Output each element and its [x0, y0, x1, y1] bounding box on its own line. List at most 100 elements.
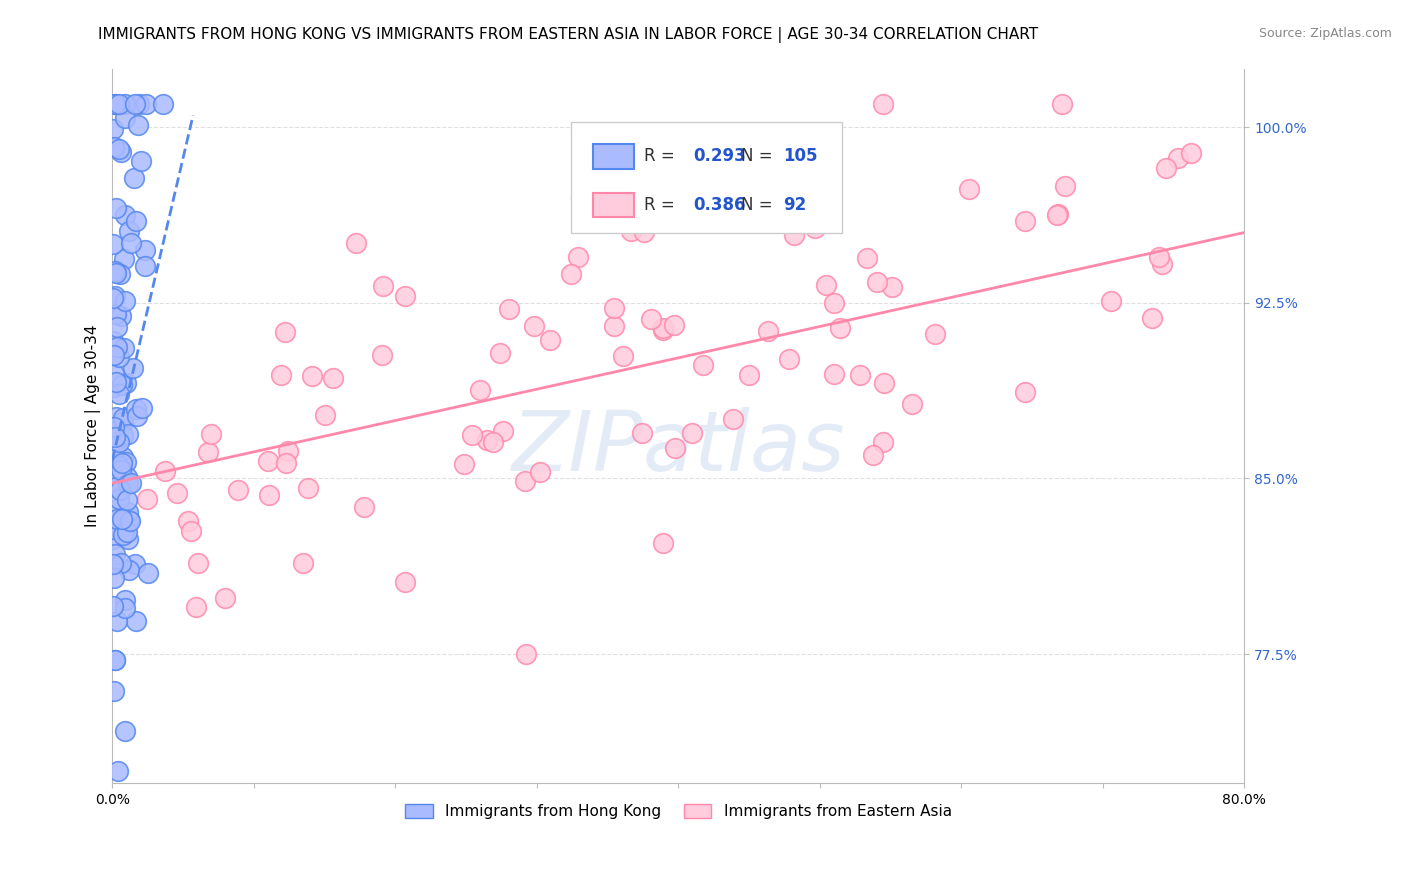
Point: [371, 279, 394, 293]
Point: [110, 557, 132, 571]
Point: [738, 368, 761, 383]
Point: [322, 371, 344, 385]
Point: [515, 647, 537, 661]
FancyBboxPatch shape: [593, 145, 634, 169]
Point: [633, 226, 655, 240]
Point: [873, 376, 896, 390]
Point: [111, 528, 134, 542]
Point: [256, 454, 278, 468]
Point: [111, 456, 134, 470]
Point: [103, 368, 125, 382]
Point: [538, 333, 561, 347]
Point: [103, 653, 125, 667]
Point: [1180, 146, 1202, 161]
Point: [274, 325, 297, 339]
Point: [108, 491, 131, 506]
Point: [270, 368, 292, 383]
Text: N =: N =: [741, 196, 778, 214]
Point: [117, 532, 139, 546]
Point: [108, 351, 131, 365]
Point: [104, 430, 127, 444]
Point: [114, 111, 136, 125]
Point: [136, 566, 159, 580]
Point: [111, 410, 134, 425]
Point: [1014, 214, 1036, 228]
Point: [114, 593, 136, 607]
Point: [803, 220, 825, 235]
Point: [197, 445, 219, 459]
Point: [101, 532, 124, 546]
Point: [849, 368, 872, 382]
Point: [214, 591, 236, 606]
Point: [125, 409, 148, 424]
Point: [108, 483, 131, 498]
Point: [103, 424, 125, 438]
Point: [110, 145, 132, 159]
Point: [603, 301, 626, 316]
Point: [292, 556, 315, 570]
Point: [371, 348, 394, 362]
Point: [104, 307, 127, 321]
Text: Source: ZipAtlas.com: Source: ZipAtlas.com: [1258, 27, 1392, 40]
Point: [112, 341, 135, 355]
Point: [131, 401, 153, 416]
Point: [111, 429, 134, 443]
Point: [104, 96, 127, 111]
Point: [103, 140, 125, 154]
Point: [124, 614, 146, 628]
Point: [108, 479, 131, 493]
Point: [523, 319, 546, 334]
Point: [453, 457, 475, 471]
Point: [1147, 250, 1170, 264]
Point: [122, 170, 145, 185]
Point: [823, 367, 845, 381]
Point: [1152, 257, 1174, 271]
Point: [108, 268, 131, 282]
Point: [104, 289, 127, 303]
Point: [567, 250, 589, 264]
Point: [1046, 206, 1069, 220]
Point: [107, 459, 129, 474]
Point: [1052, 96, 1074, 111]
Point: [681, 425, 703, 440]
Point: [115, 455, 138, 469]
Point: [957, 181, 980, 195]
Point: [105, 201, 128, 215]
Point: [114, 601, 136, 615]
Point: [105, 474, 128, 488]
Point: [560, 267, 582, 281]
Y-axis label: In Labor Force | Age 30-34: In Labor Force | Age 30-34: [86, 325, 101, 527]
Point: [274, 457, 297, 471]
Point: [297, 482, 319, 496]
Point: [200, 427, 222, 442]
Point: [118, 224, 141, 238]
Point: [1099, 294, 1122, 309]
Point: [105, 320, 128, 334]
Point: [110, 463, 132, 477]
FancyBboxPatch shape: [593, 193, 634, 217]
Point: [394, 289, 416, 303]
Point: [108, 386, 131, 401]
Point: [569, 191, 592, 205]
Point: [620, 224, 643, 238]
Point: [461, 428, 484, 442]
Point: [101, 121, 124, 136]
Point: [924, 326, 946, 341]
Point: [103, 683, 125, 698]
Point: [117, 426, 139, 441]
Point: [475, 433, 498, 447]
Point: [498, 301, 520, 316]
Point: [529, 465, 551, 479]
Point: [468, 383, 491, 397]
Point: [488, 346, 510, 360]
Point: [104, 266, 127, 280]
Point: [723, 411, 745, 425]
Legend: Immigrants from Hong Kong, Immigrants from Eastern Asia: Immigrants from Hong Kong, Immigrants fr…: [399, 797, 957, 825]
Point: [107, 500, 129, 515]
Point: [1154, 161, 1177, 176]
Point: [778, 352, 800, 367]
Point: [114, 208, 136, 222]
Point: [111, 378, 134, 392]
Point: [640, 312, 662, 326]
Point: [104, 264, 127, 278]
